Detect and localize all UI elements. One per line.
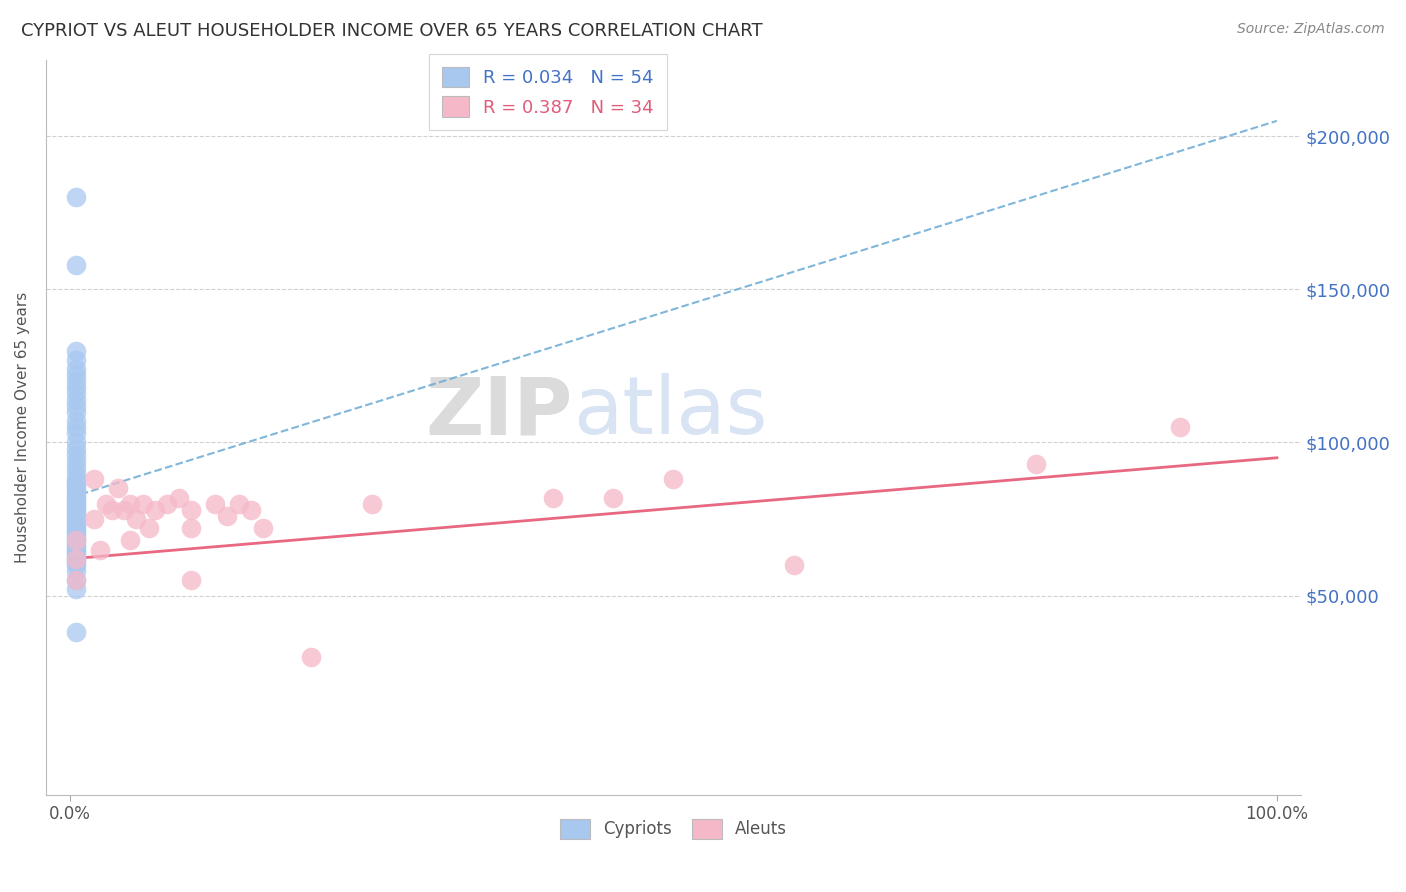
Point (65, 508, 87, 523)
Point (89, 542, 111, 557)
Point (65, 374, 87, 388)
Point (65, 352, 87, 367)
Point (1168, 420, 1191, 434)
Point (65, 258, 87, 272)
Point (180, 574, 202, 588)
Point (65, 368, 87, 382)
Point (65, 399, 87, 413)
Point (138, 521, 160, 535)
Point (65, 515, 87, 529)
Point (65, 343, 87, 358)
Point (240, 503, 263, 517)
Point (65, 530, 87, 544)
Point (301, 649, 323, 664)
Point (65, 625, 87, 640)
Point (65, 552, 87, 566)
Point (65, 582, 87, 597)
Point (65, 426, 87, 441)
Point (65, 574, 87, 588)
Point (112, 503, 135, 517)
Point (65, 497, 87, 511)
Point (65, 536, 87, 550)
Point (83, 512, 105, 526)
Point (65, 448, 87, 462)
Text: ZIP: ZIP (426, 374, 574, 451)
Point (65, 512, 87, 526)
Point (65, 454, 87, 468)
Point (65, 190, 87, 204)
Point (65, 380, 87, 394)
Point (96, 497, 118, 511)
Point (1025, 457, 1047, 471)
Point (65, 392, 87, 407)
Point (602, 491, 624, 505)
Point (65, 478, 87, 492)
Point (65, 549, 87, 563)
Point (65, 500, 87, 514)
Point (180, 503, 202, 517)
Point (65, 435, 87, 450)
Point (143, 503, 166, 517)
Point (65, 420, 87, 434)
Y-axis label: Householder Income Over 65 years: Householder Income Over 65 years (15, 292, 30, 563)
Point (65, 414, 87, 428)
Point (65, 555, 87, 569)
Point (65, 493, 87, 508)
Point (65, 518, 87, 533)
Point (65, 533, 87, 548)
Point (125, 512, 148, 526)
Point (783, 558, 806, 572)
Point (65, 503, 87, 517)
Point (65, 506, 87, 520)
Point (228, 497, 250, 511)
Point (65, 558, 87, 572)
Point (65, 442, 87, 456)
Point (65, 552, 87, 566)
Point (65, 491, 87, 505)
Point (65, 475, 87, 490)
Point (65, 466, 87, 480)
Point (131, 497, 153, 511)
Point (167, 491, 190, 505)
Point (65, 540, 87, 554)
Point (83, 472, 105, 486)
Point (120, 497, 142, 511)
Point (65, 542, 87, 557)
Point (65, 405, 87, 419)
Text: Source: ZipAtlas.com: Source: ZipAtlas.com (1237, 22, 1385, 37)
Point (107, 482, 129, 496)
Text: atlas: atlas (574, 374, 768, 451)
Point (180, 521, 202, 535)
Point (252, 521, 274, 535)
Point (215, 508, 238, 523)
Point (65, 484, 87, 499)
Point (65, 362, 87, 376)
Point (204, 497, 226, 511)
Point (360, 497, 382, 511)
Point (65, 460, 87, 475)
Point (120, 533, 142, 548)
Point (65, 482, 87, 496)
Point (65, 533, 87, 548)
Point (65, 521, 87, 535)
Text: CYPRIOT VS ALEUT HOUSEHOLDER INCOME OVER 65 YEARS CORRELATION CHART: CYPRIOT VS ALEUT HOUSEHOLDER INCOME OVER… (21, 22, 762, 40)
Point (541, 491, 564, 505)
Point (662, 472, 685, 486)
Legend: Cypriots, Aleuts: Cypriots, Aleuts (553, 813, 794, 846)
Point (65, 546, 87, 560)
Point (65, 527, 87, 541)
Point (101, 503, 124, 517)
Point (65, 574, 87, 588)
Point (65, 386, 87, 401)
Point (65, 564, 87, 578)
Point (65, 472, 87, 486)
Point (156, 497, 179, 511)
Point (65, 487, 87, 501)
Point (65, 524, 87, 539)
